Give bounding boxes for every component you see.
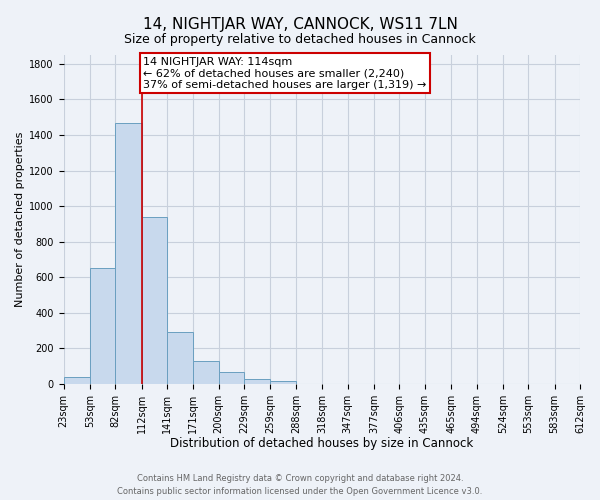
X-axis label: Distribution of detached houses by size in Cannock: Distribution of detached houses by size … xyxy=(170,437,473,450)
Y-axis label: Number of detached properties: Number of detached properties xyxy=(15,132,25,307)
Text: Contains HM Land Registry data © Crown copyright and database right 2024.
Contai: Contains HM Land Registry data © Crown c… xyxy=(118,474,482,496)
Text: 14, NIGHTJAR WAY, CANNOCK, WS11 7LN: 14, NIGHTJAR WAY, CANNOCK, WS11 7LN xyxy=(143,18,457,32)
Bar xyxy=(219,372,244,384)
Text: 14 NIGHTJAR WAY: 114sqm
← 62% of detached houses are smaller (2,240)
37% of semi: 14 NIGHTJAR WAY: 114sqm ← 62% of detache… xyxy=(143,56,427,90)
Bar xyxy=(167,332,193,384)
Text: Size of property relative to detached houses in Cannock: Size of property relative to detached ho… xyxy=(124,32,476,46)
Bar xyxy=(271,381,296,384)
Bar xyxy=(115,122,142,384)
Bar xyxy=(244,380,271,384)
Bar xyxy=(193,360,219,384)
Bar xyxy=(64,376,90,384)
Bar xyxy=(142,216,167,384)
Bar xyxy=(90,268,115,384)
